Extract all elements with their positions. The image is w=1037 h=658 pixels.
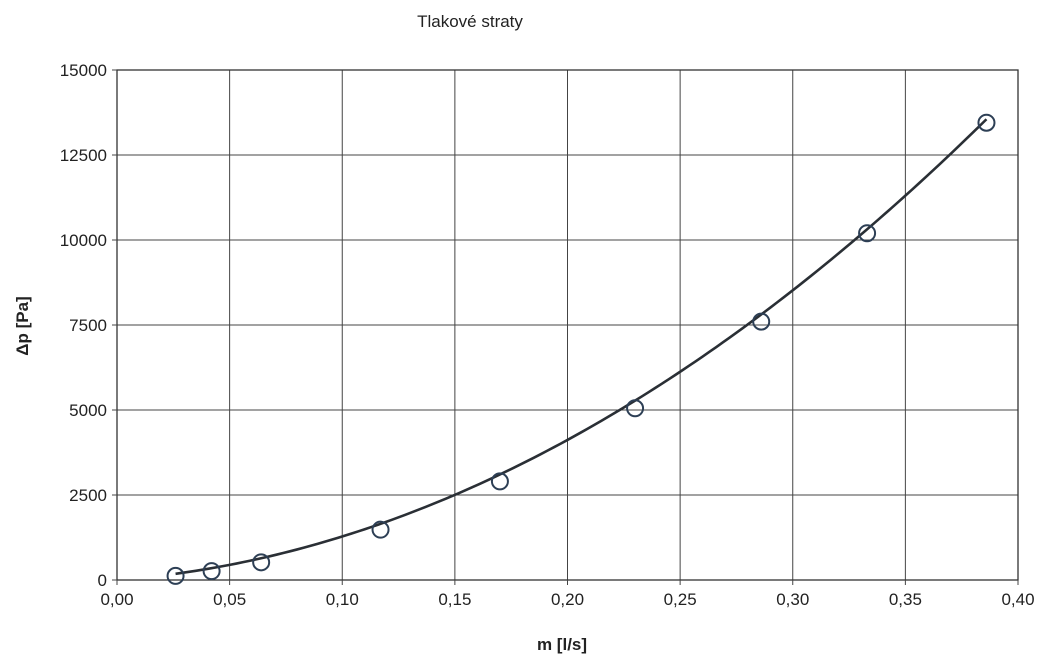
y-tick-label: 7500 [69,316,107,335]
x-axis-ticks: 0,00 0,05 0,10 0,15 0,20 0,25 0,30 0,35 0,40 [100,580,1035,609]
y-tick-label: 5000 [69,401,107,420]
trendline [175,118,988,576]
data-point [252,553,271,572]
y-tick-label: 0 [98,571,107,590]
y-tick-label: 2500 [69,486,107,505]
data-point [490,472,509,491]
data-point [202,562,221,581]
y-tick-label: 15000 [60,61,107,80]
x-tick-label: 0,40 [1001,590,1034,609]
x-tick-label: 0,15 [438,590,471,609]
x-tick-label: 0,25 [664,590,697,609]
data-point [752,312,771,331]
grid [116,69,1019,581]
data-point [371,520,390,539]
data-point [977,113,996,132]
x-tick-label: 0,30 [776,590,809,609]
y-tick-label: 10000 [60,231,107,250]
x-tick-label: 0,35 [889,590,922,609]
data-point [858,224,877,243]
x-axis-label: m [l/s] [537,635,587,654]
y-axis-label: Δp [Pa] [13,296,32,355]
data-points [166,113,996,585]
chart-title: Tlakové straty [417,12,523,31]
data-point [626,399,645,418]
x-tick-label: 0,20 [551,590,584,609]
y-tick-label: 12500 [60,146,107,165]
x-tick-label: 0,00 [100,590,133,609]
x-tick-label: 0,05 [213,590,246,609]
y-axis-ticks: 0 2500 5000 7500 10000 12500 15000 [60,61,117,590]
x-tick-label: 0,10 [326,590,359,609]
data-point [166,566,185,585]
